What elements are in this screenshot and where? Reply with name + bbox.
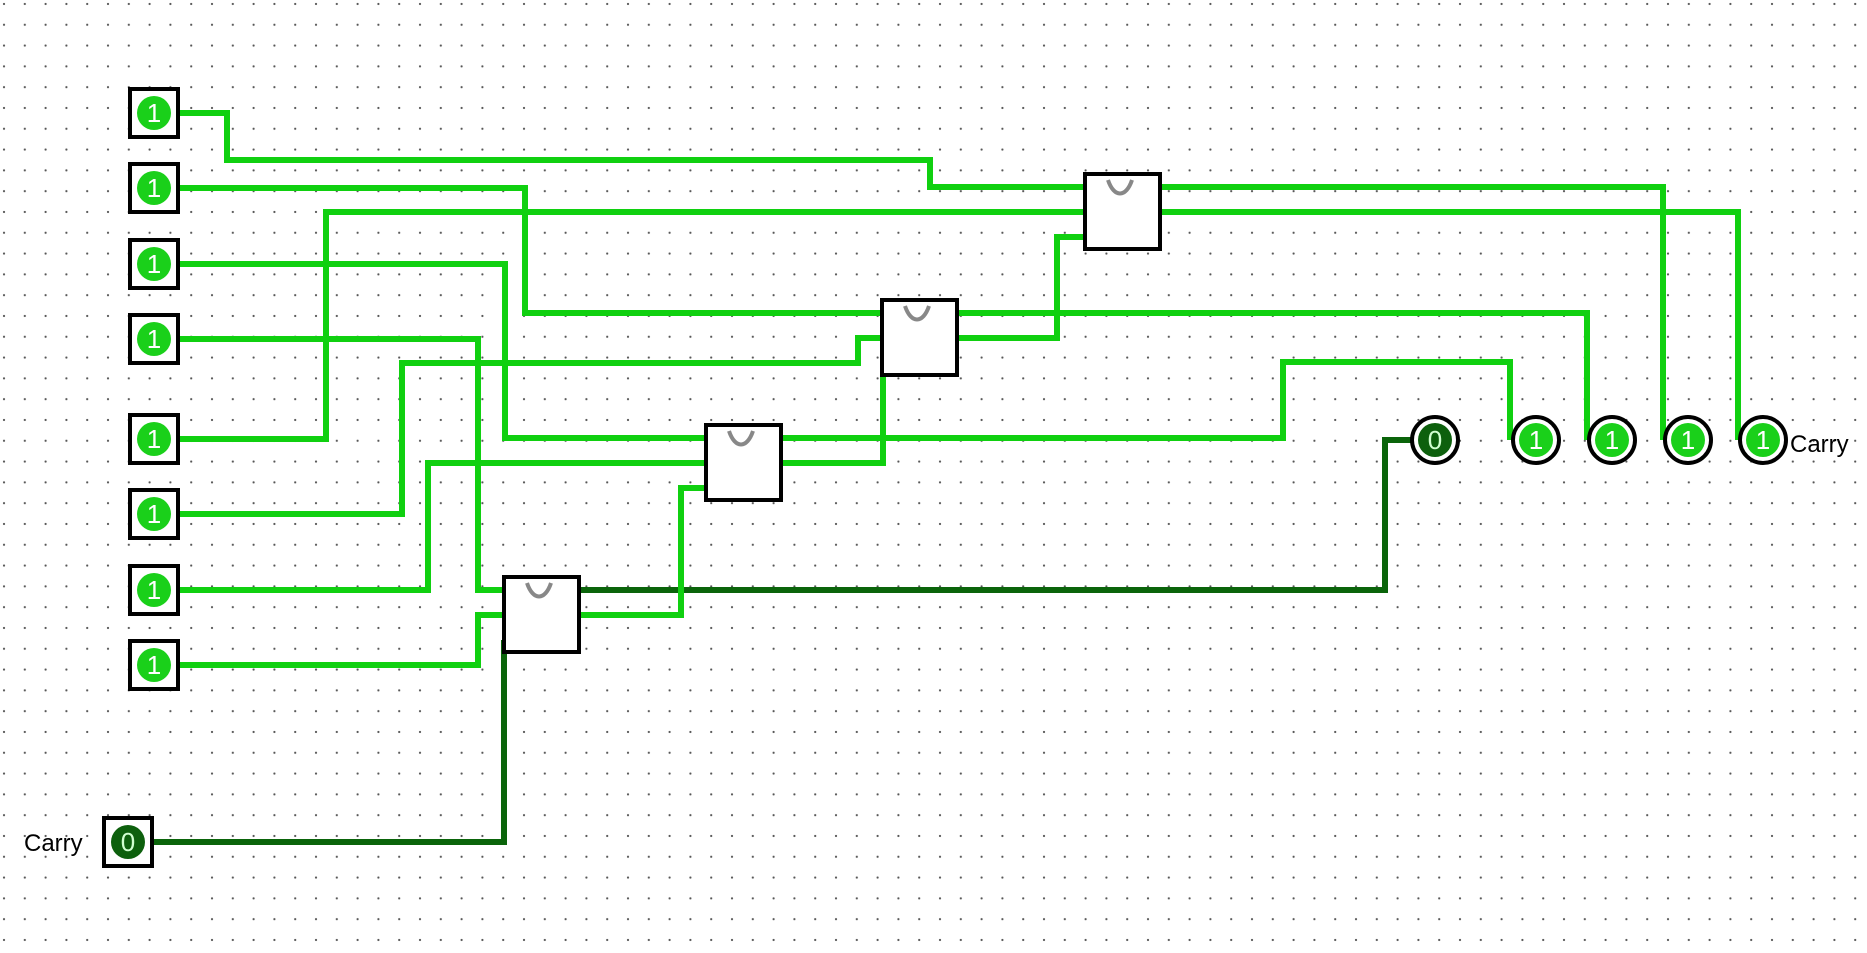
input-value: 1 (147, 98, 161, 128)
wire-12 (781, 359, 1513, 441)
adder-block-3[interactable] (704, 423, 783, 502)
output-pin-1[interactable]: 0 (1410, 415, 1460, 465)
input-pin-4[interactable]: 1 (128, 313, 180, 365)
wire-17 (1160, 209, 1741, 440)
input-pin-8[interactable]: 1 (128, 639, 180, 691)
wire-1 (178, 110, 1085, 190)
input-value: 1 (147, 650, 161, 680)
wire-5 (178, 209, 1085, 442)
adder-icon (903, 305, 931, 322)
input-value: 1 (147, 324, 161, 354)
wire-3 (178, 261, 706, 441)
adder-icon (1106, 179, 1134, 196)
adder-block-1[interactable] (1083, 172, 1162, 251)
adder-icon (727, 430, 755, 447)
wire-14 (957, 310, 1590, 440)
adder-icon (525, 582, 553, 599)
input-value: 1 (147, 249, 161, 279)
output-pin-2[interactable]: 1 (1511, 415, 1561, 465)
input-value: 1 (147, 173, 161, 203)
input-value: 1 (147, 424, 161, 454)
output-value: 0 (1428, 425, 1442, 455)
wire-8 (178, 612, 504, 668)
input-pin-3[interactable]: 1 (128, 238, 180, 290)
input-pin-6[interactable]: 1 (128, 488, 180, 540)
output-value: 1 (1756, 425, 1770, 455)
adder-block-2[interactable] (880, 298, 959, 377)
output-pin-3[interactable]: 1 (1587, 415, 1637, 465)
output-value: 1 (1681, 425, 1695, 455)
carry-in-value: 0 (121, 827, 135, 857)
wire-15 (957, 234, 1085, 341)
wire-16 (1160, 184, 1666, 440)
input-pin-5[interactable]: 1 (128, 413, 180, 465)
input-value: 1 (147, 499, 161, 529)
input-value: 1 (147, 575, 161, 605)
wires (152, 110, 1741, 845)
wire-10 (579, 437, 1412, 593)
wire-6 (178, 335, 882, 517)
output-value: 1 (1529, 425, 1543, 455)
output-pin-5[interactable]: 1 (1738, 415, 1788, 465)
output-pin-4[interactable]: 1 (1663, 415, 1713, 465)
input-pin-1[interactable]: 1 (128, 87, 180, 139)
input-pin-2[interactable]: 1 (128, 162, 180, 214)
carry-in-pin[interactable]: 0 (102, 816, 154, 868)
wire-7 (178, 460, 706, 593)
wire-2 (178, 185, 882, 316)
output-value: 1 (1605, 425, 1619, 455)
carry-out-label: Carry (1790, 431, 1849, 458)
carry-in-label: Carry (24, 830, 83, 857)
wire-13 (781, 363, 886, 466)
adder-block-4[interactable] (502, 575, 581, 654)
wire-11 (579, 485, 706, 618)
input-pin-7[interactable]: 1 (128, 564, 180, 616)
wire-9 (152, 640, 507, 845)
